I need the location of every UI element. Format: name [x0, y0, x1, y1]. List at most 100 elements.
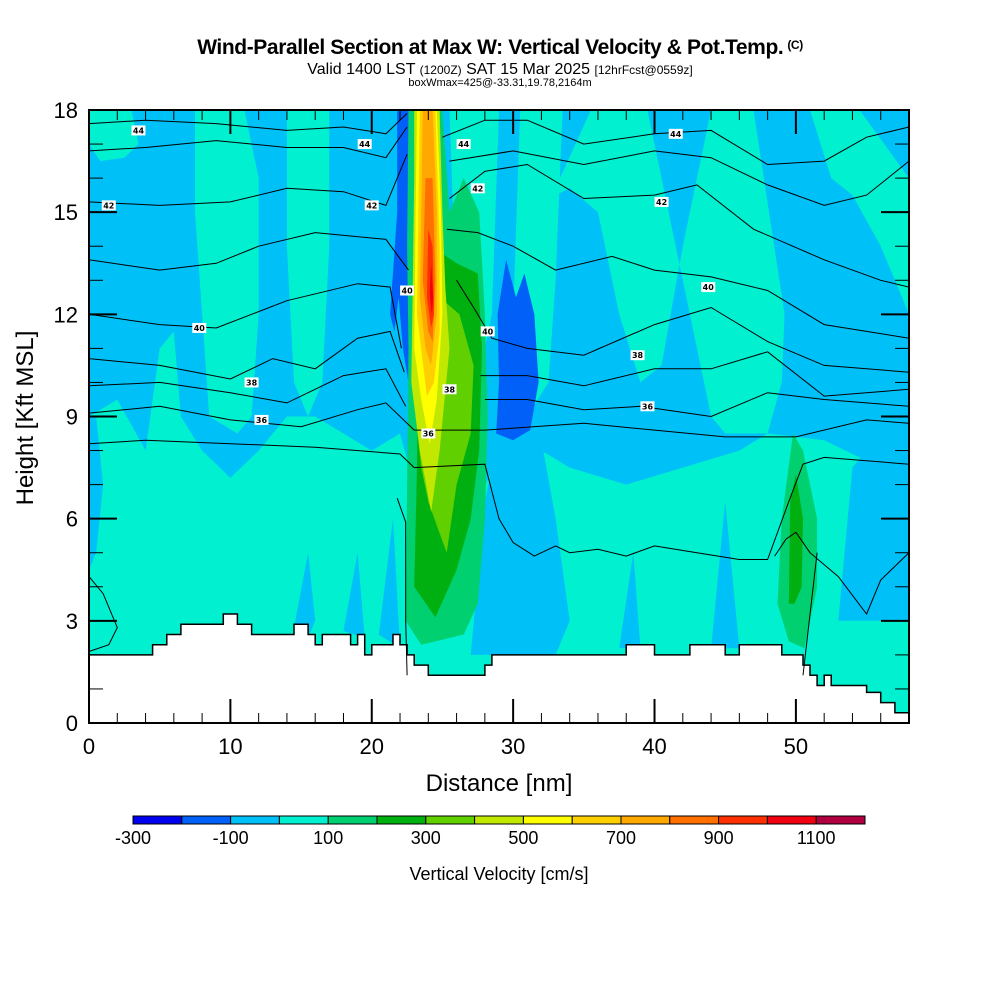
contour-label: 42	[472, 184, 483, 193]
x-tick-label: 20	[360, 734, 384, 759]
colorbar-swatch	[815, 815, 866, 825]
contour-label-box	[480, 326, 495, 337]
velocity-region	[619, 552, 641, 649]
velocity-region	[470, 433, 570, 655]
colorbar-swatch	[376, 815, 427, 825]
contour-label-box	[654, 196, 669, 207]
colorbar-swatch	[278, 815, 329, 825]
x-tick-label: 0	[83, 734, 95, 759]
colorbar-swatch	[669, 815, 720, 825]
x-tick-label: 50	[784, 734, 808, 759]
copyright-mark: (C)	[787, 38, 803, 52]
chart-subtitle: Valid 1400 LST (1200Z) SAT 15 Mar 2025 […	[0, 61, 1000, 79]
colorbar-swatch	[718, 815, 768, 825]
valid-date: SAT 15 Mar 2025	[466, 61, 591, 78]
contour-label-box	[640, 401, 655, 412]
contour-label: 40	[482, 327, 494, 336]
contour-label-box	[357, 139, 372, 150]
y-tick-label: 12	[54, 302, 78, 327]
theta-contour-line	[89, 113, 408, 135]
velocity-region	[378, 518, 400, 649]
contour-label-box	[400, 285, 415, 296]
colorbar-tick-label: -300	[115, 828, 151, 848]
contour-label-box	[668, 128, 683, 139]
contour-label: 36	[256, 416, 268, 425]
contour-label: 40	[194, 324, 206, 333]
valid-utc: (1200Z)	[419, 63, 462, 77]
velocity-region	[541, 110, 785, 434]
theta-contour-line	[89, 232, 409, 271]
forecast-info: [12hrFcst@0559z]	[594, 63, 693, 77]
colorbar-swatch	[620, 815, 671, 825]
theta-contour-line	[89, 439, 909, 560]
theta-contour-line	[89, 154, 408, 207]
x-tick-label: 40	[642, 734, 666, 759]
velocity-region	[286, 110, 330, 417]
theta-contour-line	[442, 119, 909, 166]
colorbar-tick-label: 700	[606, 828, 636, 848]
velocity-region	[343, 552, 365, 638]
contour-label: 40	[703, 283, 715, 292]
theta-contour-line	[89, 126, 408, 159]
contour-label: 44	[133, 126, 145, 135]
theta-contour-line	[449, 163, 909, 288]
colorbar-swatch	[522, 815, 573, 825]
velocity-region	[429, 263, 434, 315]
colorbar-tick-label: 300	[411, 828, 441, 848]
x-axis-title: Distance [nm]	[426, 770, 573, 797]
theta-contour-line	[446, 228, 909, 339]
colorbar-swatch	[327, 815, 378, 825]
colorbar-tick-label: 900	[704, 828, 734, 848]
contour-label-box	[421, 428, 436, 439]
y-tick-labels: 0 3 6 9 12 15 18	[54, 98, 78, 736]
y-tick-label: 18	[54, 98, 78, 123]
theta-contours	[89, 113, 909, 676]
theta-contour-line	[89, 576, 118, 652]
theta-contour-line	[89, 402, 909, 438]
colorbar-swatch	[181, 815, 232, 825]
y-tick-label: 3	[66, 609, 78, 634]
axis-ticks	[88, 109, 910, 724]
contour-label: 36	[642, 402, 654, 411]
box-info: boxWmax=425@-33.31,19.78,2164m	[408, 77, 592, 89]
velocity-region	[195, 110, 259, 434]
velocity-region	[810, 110, 909, 315]
contour-labels: 44 44 44 44 42 42 42 42 40 40 40 40 38 38 38 36 36 36	[101, 125, 716, 439]
contour-label-box	[701, 282, 716, 293]
contour-label-box	[101, 200, 116, 211]
chart-title: Wind-Parallel Section at Max W: Vertical…	[0, 36, 1000, 60]
contour-label: 44	[359, 140, 371, 149]
colorbar-swatch	[230, 815, 280, 825]
contour-label: 42	[656, 198, 667, 207]
contour-label-box	[192, 322, 207, 333]
colorbar-tick-label: 500	[508, 828, 538, 848]
colorbar-swatch	[474, 815, 524, 825]
colorbar-swatch	[571, 815, 622, 825]
contour-label-box	[364, 200, 379, 211]
theta-contour-line	[449, 150, 909, 206]
colorbar-title: Vertical Velocity [cm/s]	[409, 864, 588, 884]
theta-contour-line	[89, 283, 402, 349]
velocity-region	[496, 259, 539, 441]
contour-label-box	[456, 139, 471, 150]
theta-contour-line	[396, 498, 408, 676]
velocity-region	[89, 416, 104, 570]
velocity-region	[294, 552, 316, 638]
contour-label-box	[470, 183, 485, 194]
colorbar-swatch	[132, 815, 183, 825]
y-tick-label: 15	[54, 200, 78, 225]
contour-label: 38	[246, 378, 258, 387]
valid-time: Valid 1400 LST	[307, 61, 416, 78]
chart-title-text: Wind-Parallel Section at Max W: Vertical…	[197, 36, 784, 59]
theta-contour-line	[774, 531, 909, 615]
theta-contour-line	[89, 368, 407, 407]
theta-contour-line	[89, 330, 405, 380]
colorbar-tick-label: 100	[313, 828, 343, 848]
contour-label: 42	[366, 201, 377, 210]
colorbar-tick-labels: -300 -100 100 300 500 700 900 1100	[115, 828, 836, 848]
contour-label: 44	[670, 130, 682, 139]
colorbar-tick-label: 1100	[797, 828, 836, 848]
contour-label: 38	[444, 385, 456, 394]
y-tick-label: 6	[66, 507, 78, 532]
